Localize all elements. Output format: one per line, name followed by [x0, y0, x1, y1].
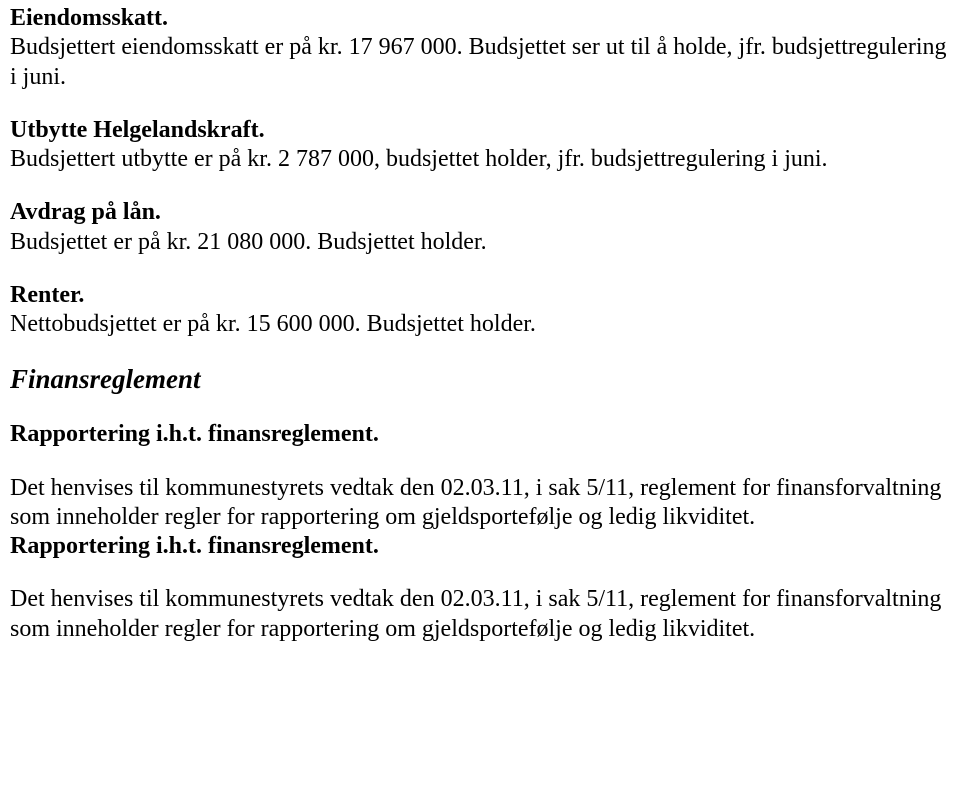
spacer — [10, 174, 950, 198]
spacer — [10, 561, 950, 585]
heading-utbytte: Utbytte Helgelandskraft. — [10, 116, 950, 145]
body-rapportering-2: Det henvises til kommunestyrets vedtak d… — [10, 585, 950, 644]
body-avdrag: Budsjettet er på kr. 21 080 000. Budsjet… — [10, 228, 950, 257]
heading-finansreglement: Finansreglement — [10, 363, 950, 396]
heading-rapportering-2: Rapportering i.h.t. finansreglement. — [10, 532, 950, 561]
document-page: Eiendomsskatt. Budsjettert eiendomsskatt… — [0, 0, 960, 654]
spacer — [10, 396, 950, 420]
spacer — [10, 339, 950, 363]
heading-renter: Renter. — [10, 281, 950, 310]
heading-rapportering-1: Rapportering i.h.t. finansreglement. — [10, 420, 950, 449]
spacer — [10, 450, 950, 474]
spacer — [10, 257, 950, 281]
body-utbytte: Budsjettert utbytte er på kr. 2 787 000,… — [10, 145, 950, 174]
heading-eiendomsskatt: Eiendomsskatt. — [10, 4, 950, 33]
spacer — [10, 92, 950, 116]
body-renter: Nettobudsjettet er på kr. 15 600 000. Bu… — [10, 310, 950, 339]
heading-avdrag: Avdrag på lån. — [10, 198, 950, 227]
body-rapportering-1: Det henvises til kommunestyrets vedtak d… — [10, 474, 950, 533]
body-eiendomsskatt: Budsjettert eiendomsskatt er på kr. 17 9… — [10, 33, 950, 92]
